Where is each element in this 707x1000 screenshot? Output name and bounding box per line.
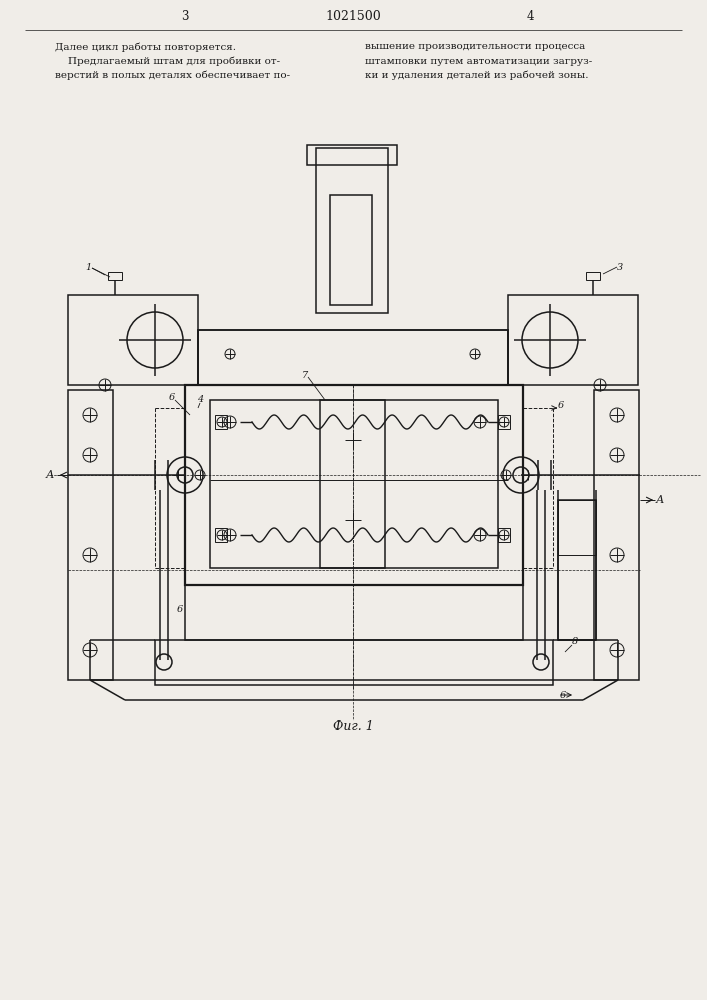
Bar bbox=[316, 148, 388, 313]
Text: Фиг. 1: Фиг. 1 bbox=[332, 720, 373, 733]
Text: 6: 6 bbox=[560, 690, 566, 700]
Text: 4: 4 bbox=[526, 10, 534, 23]
Text: вышение производительности процесса: вышение производительности процесса bbox=[365, 42, 585, 51]
Text: Далее цикл работы повторяется.: Далее цикл работы повторяется. bbox=[55, 42, 236, 51]
Text: 1021500: 1021500 bbox=[325, 10, 381, 23]
Text: 6: 6 bbox=[177, 605, 183, 614]
Bar bbox=[498, 415, 510, 429]
Bar bbox=[198, 330, 508, 385]
Bar bbox=[215, 415, 227, 429]
Bar bbox=[210, 400, 498, 568]
Bar bbox=[586, 272, 600, 280]
Bar bbox=[68, 390, 113, 680]
Bar bbox=[185, 585, 523, 640]
Bar bbox=[155, 640, 553, 685]
Bar bbox=[185, 385, 523, 585]
Bar bbox=[594, 390, 639, 680]
Bar bbox=[198, 330, 508, 385]
Bar bbox=[558, 500, 596, 555]
Text: 4: 4 bbox=[197, 395, 203, 404]
Text: А: А bbox=[46, 470, 54, 480]
Text: 6: 6 bbox=[558, 400, 564, 410]
Text: 1: 1 bbox=[86, 262, 92, 271]
Bar bbox=[330, 195, 372, 305]
Text: 8: 8 bbox=[572, 638, 578, 647]
Bar bbox=[215, 528, 227, 542]
Bar bbox=[558, 500, 596, 640]
Bar bbox=[498, 528, 510, 542]
Bar bbox=[307, 145, 397, 165]
Text: верстий в полых деталях обеспечивает по-: верстий в полых деталях обеспечивает по- bbox=[55, 71, 290, 81]
Bar bbox=[68, 295, 198, 385]
Text: ки и удаления деталей из рабочей зоны.: ки и удаления деталей из рабочей зоны. bbox=[365, 71, 588, 81]
Text: 3: 3 bbox=[617, 262, 624, 271]
Text: штамповки путем автоматизации загруз-: штамповки путем автоматизации загруз- bbox=[365, 57, 592, 66]
Bar bbox=[508, 295, 638, 385]
Text: Предлагаемый штам для пробивки от-: Предлагаемый штам для пробивки от- bbox=[55, 57, 280, 66]
Text: 7: 7 bbox=[302, 370, 308, 379]
Bar bbox=[108, 272, 122, 280]
Text: 3: 3 bbox=[181, 10, 189, 23]
Text: 6: 6 bbox=[169, 392, 175, 401]
Text: А: А bbox=[656, 495, 664, 505]
Bar bbox=[320, 400, 385, 568]
